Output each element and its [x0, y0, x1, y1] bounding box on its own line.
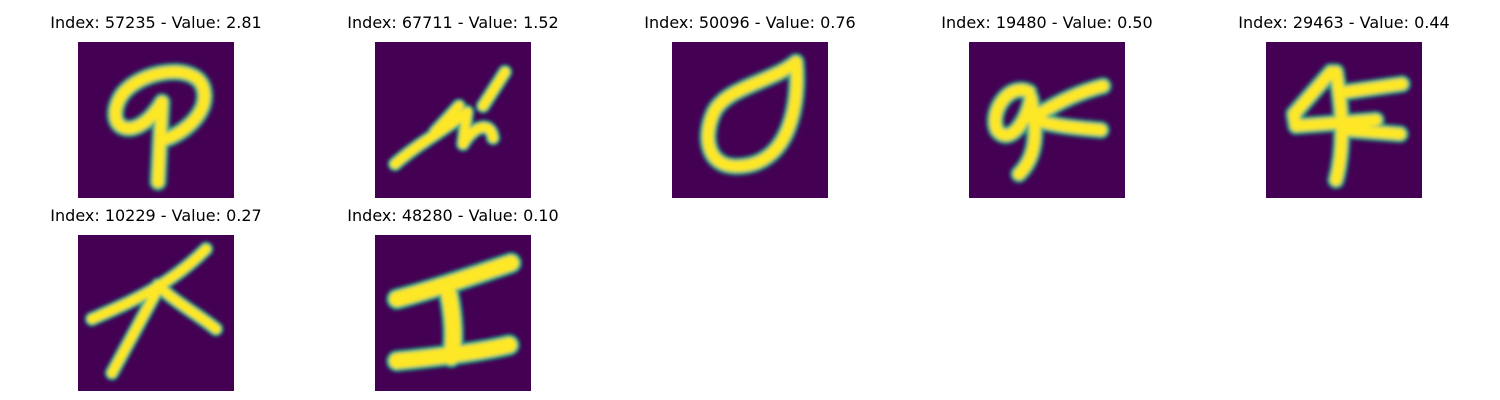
panel-title: Index: 48280 - Value: 0.10 [347, 206, 559, 225]
panel-title: Index: 67711 - Value: 1.52 [347, 13, 559, 32]
glyph-drawing [106, 63, 214, 191]
panel-title: Index: 10229 - Value: 0.27 [50, 206, 262, 225]
panel-title: Index: 57235 - Value: 2.81 [50, 13, 262, 32]
glyph-image [78, 235, 234, 391]
glyph-image [375, 42, 531, 198]
panel-title: Index: 29463 - Value: 0.44 [1238, 13, 1450, 32]
glyph-image [375, 235, 531, 391]
glyph-drawing [387, 64, 513, 172]
panel-title: Index: 19480 - Value: 0.50 [941, 13, 1153, 32]
image-panel-4: Index: 19480 - Value: 0.50 [922, 10, 1172, 198]
glyph-drawing [386, 252, 522, 372]
glyph-image [672, 42, 828, 198]
panel-title: Index: 50096 - Value: 0.76 [644, 13, 856, 32]
image-panel-3: Index: 50096 - Value: 0.76 [625, 10, 875, 198]
glyph-image [1266, 42, 1422, 198]
image-panel-7: Index: 48280 - Value: 0.10 [328, 203, 578, 391]
image-panel-2: Index: 67711 - Value: 1.52 [328, 10, 578, 198]
glyph-drawing [84, 241, 224, 381]
glyph-drawing [1285, 63, 1411, 189]
glyph-image [78, 42, 234, 198]
glyph-drawing [986, 77, 1112, 183]
image-panel-5: Index: 29463 - Value: 0.44 [1219, 10, 1469, 198]
glyph-image [969, 42, 1125, 198]
glyph-drawing [699, 53, 806, 176]
image-panel-6: Index: 10229 - Value: 0.27 [31, 203, 281, 391]
image-panel-1: Index: 57235 - Value: 2.81 [31, 10, 281, 198]
